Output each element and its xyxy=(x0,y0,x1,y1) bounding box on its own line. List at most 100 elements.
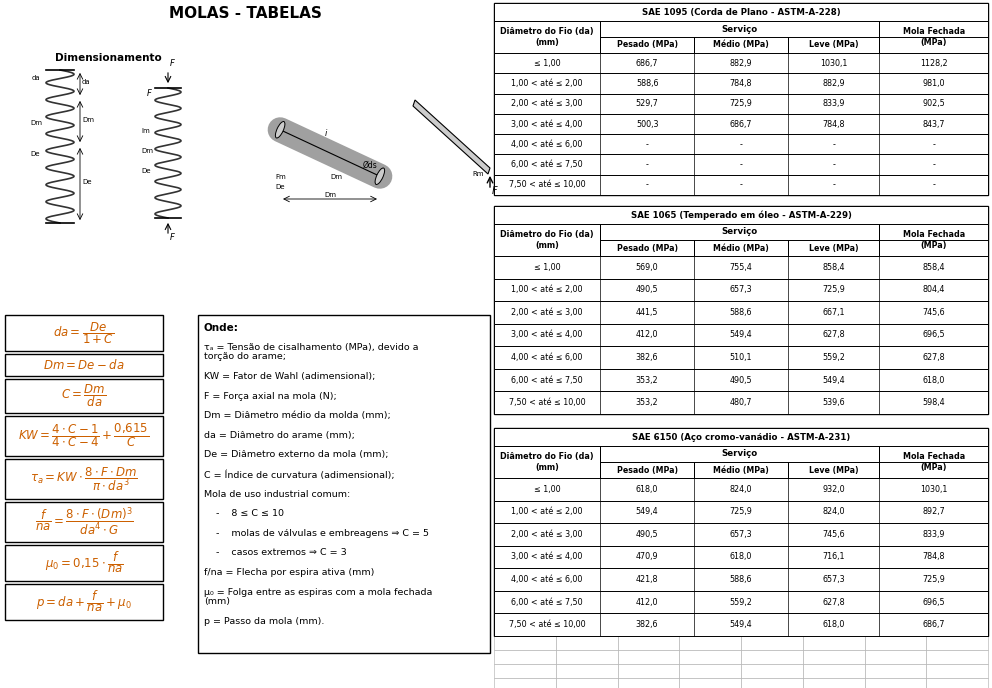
Text: 7,50 < até ≤ 10,00: 7,50 < até ≤ 10,00 xyxy=(509,398,585,407)
Text: 549,4: 549,4 xyxy=(636,507,659,517)
Text: -: - xyxy=(932,140,935,149)
Text: 510,1: 510,1 xyxy=(730,353,752,362)
Text: Dm: Dm xyxy=(324,192,336,198)
Text: 627,8: 627,8 xyxy=(822,598,845,607)
Bar xyxy=(864,636,927,650)
Bar xyxy=(617,678,680,688)
Bar xyxy=(556,678,617,688)
Text: 588,6: 588,6 xyxy=(730,308,752,317)
Text: 353,2: 353,2 xyxy=(636,398,659,407)
Bar xyxy=(600,462,694,478)
Text: 755,4: 755,4 xyxy=(730,263,752,272)
Text: 3,00 < até ≤ 4,00: 3,00 < até ≤ 4,00 xyxy=(512,330,582,339)
Text: Rm: Rm xyxy=(472,171,483,177)
Text: 2,00 < até ≤ 3,00: 2,00 < até ≤ 3,00 xyxy=(511,99,583,108)
Text: $\mu_0 = 0{,}15 \cdot \dfrac{f}{na}$: $\mu_0 = 0{,}15 \cdot \dfrac{f}{na}$ xyxy=(45,550,123,575)
Bar xyxy=(556,636,617,650)
Text: 686,7: 686,7 xyxy=(730,120,752,129)
Text: Diâmetro do Fio (da)
(mm): Diâmetro do Fio (da) (mm) xyxy=(500,230,594,250)
Text: 2,00 < até ≤ 3,00: 2,00 < até ≤ 3,00 xyxy=(511,308,583,317)
Bar xyxy=(600,224,879,240)
Text: SAE 6150 (Aço cromo-vanádio - ASTM-A-231): SAE 6150 (Aço cromo-vanádio - ASTM-A-231… xyxy=(632,433,850,442)
Bar xyxy=(494,428,988,446)
Bar xyxy=(198,315,490,653)
Bar xyxy=(803,636,864,650)
Text: 500,3: 500,3 xyxy=(636,120,659,129)
Bar xyxy=(927,664,988,678)
Text: F = Força axial na mola (N);: F = Força axial na mola (N); xyxy=(204,391,336,400)
Text: Mola Fechada
(MPa): Mola Fechada (MPa) xyxy=(903,452,965,472)
Text: 559,2: 559,2 xyxy=(822,353,845,362)
Ellipse shape xyxy=(276,122,285,138)
Text: 696,5: 696,5 xyxy=(923,598,945,607)
Text: Diâmetro do Fio (da)
(mm): Diâmetro do Fio (da) (mm) xyxy=(500,452,594,472)
Text: 539,6: 539,6 xyxy=(822,398,845,407)
Bar xyxy=(803,650,864,664)
Text: 3,00 < até ≤ 4,00: 3,00 < até ≤ 4,00 xyxy=(512,552,582,561)
Text: 627,8: 627,8 xyxy=(923,353,945,362)
Text: -    casos extremos ⇒ C = 3: - casos extremos ⇒ C = 3 xyxy=(204,548,347,557)
Text: SAE 1095 (Corda de Plano - ASTM-A-228): SAE 1095 (Corda de Plano - ASTM-A-228) xyxy=(642,8,840,17)
Text: da: da xyxy=(82,79,90,85)
Text: Dm: Dm xyxy=(141,148,153,154)
Bar xyxy=(680,636,741,650)
Text: 618,0: 618,0 xyxy=(730,552,752,561)
Text: Dimensionamento: Dimensionamento xyxy=(55,53,162,63)
Text: -: - xyxy=(932,180,935,189)
Text: da = Diâmetro do arame (mm);: da = Diâmetro do arame (mm); xyxy=(204,431,355,440)
Bar xyxy=(600,240,694,256)
Bar xyxy=(741,636,803,650)
Text: F: F xyxy=(170,233,175,242)
Text: Médio (MPa): Médio (MPa) xyxy=(713,244,769,252)
Bar xyxy=(494,346,988,369)
Bar xyxy=(494,428,988,636)
Text: 7,50 < até ≤ 10,00: 7,50 < até ≤ 10,00 xyxy=(509,180,585,189)
Text: 480,7: 480,7 xyxy=(730,398,752,407)
Bar xyxy=(494,391,988,414)
Text: Serviço: Serviço xyxy=(721,228,758,237)
Text: 858,4: 858,4 xyxy=(822,263,845,272)
Bar xyxy=(494,53,988,74)
Bar xyxy=(5,354,163,376)
Bar xyxy=(494,256,988,279)
Bar xyxy=(694,240,788,256)
Text: 1,00 < até ≤ 2,00: 1,00 < até ≤ 2,00 xyxy=(511,79,583,88)
Text: i: i xyxy=(325,129,327,138)
Text: 6,00 < até ≤ 7,50: 6,00 < até ≤ 7,50 xyxy=(511,160,583,169)
Ellipse shape xyxy=(375,168,385,184)
Text: -: - xyxy=(646,160,649,169)
Text: 588,6: 588,6 xyxy=(636,79,659,88)
Text: 716,1: 716,1 xyxy=(822,552,845,561)
Bar xyxy=(494,21,600,53)
Bar xyxy=(694,37,788,53)
Text: 902,5: 902,5 xyxy=(923,99,945,108)
Text: MOLAS - TABELAS: MOLAS - TABELAS xyxy=(169,6,321,21)
Text: Dm: Dm xyxy=(330,174,342,180)
Bar xyxy=(617,664,680,678)
Text: 843,7: 843,7 xyxy=(923,120,945,129)
Text: Leve (MPa): Leve (MPa) xyxy=(808,244,858,252)
Text: 412,0: 412,0 xyxy=(636,598,659,607)
Bar xyxy=(927,650,988,664)
Bar xyxy=(494,114,988,134)
Bar xyxy=(5,584,163,620)
Text: 667,1: 667,1 xyxy=(822,308,845,317)
Bar xyxy=(5,379,163,413)
Bar xyxy=(879,21,988,53)
Bar xyxy=(494,650,556,664)
Text: -: - xyxy=(646,180,649,189)
Text: Dm: Dm xyxy=(30,120,42,126)
Text: $da = \dfrac{De}{1+C}$: $da = \dfrac{De}{1+C}$ xyxy=(54,320,115,346)
Text: 490,5: 490,5 xyxy=(636,286,659,294)
Text: Pesado (MPa): Pesado (MPa) xyxy=(617,41,678,50)
Text: 745,6: 745,6 xyxy=(822,530,845,539)
Text: 725,9: 725,9 xyxy=(822,286,845,294)
Text: $\dfrac{f}{na} = \dfrac{8 \cdot F \cdot (Dm)^3}{da^4 \cdot G}$: $\dfrac{f}{na} = \dfrac{8 \cdot F \cdot … xyxy=(35,506,133,538)
Bar xyxy=(5,502,163,542)
Text: Mola Fechada
(MPa): Mola Fechada (MPa) xyxy=(903,230,965,250)
Text: 421,8: 421,8 xyxy=(636,575,659,584)
Bar xyxy=(494,74,988,94)
Text: $Dm = De - da$: $Dm = De - da$ xyxy=(44,358,125,372)
Text: τₐ = Tensão de cisalhamento (MPa), devido a: τₐ = Tensão de cisalhamento (MPa), devid… xyxy=(204,343,419,352)
Text: 441,5: 441,5 xyxy=(636,308,659,317)
